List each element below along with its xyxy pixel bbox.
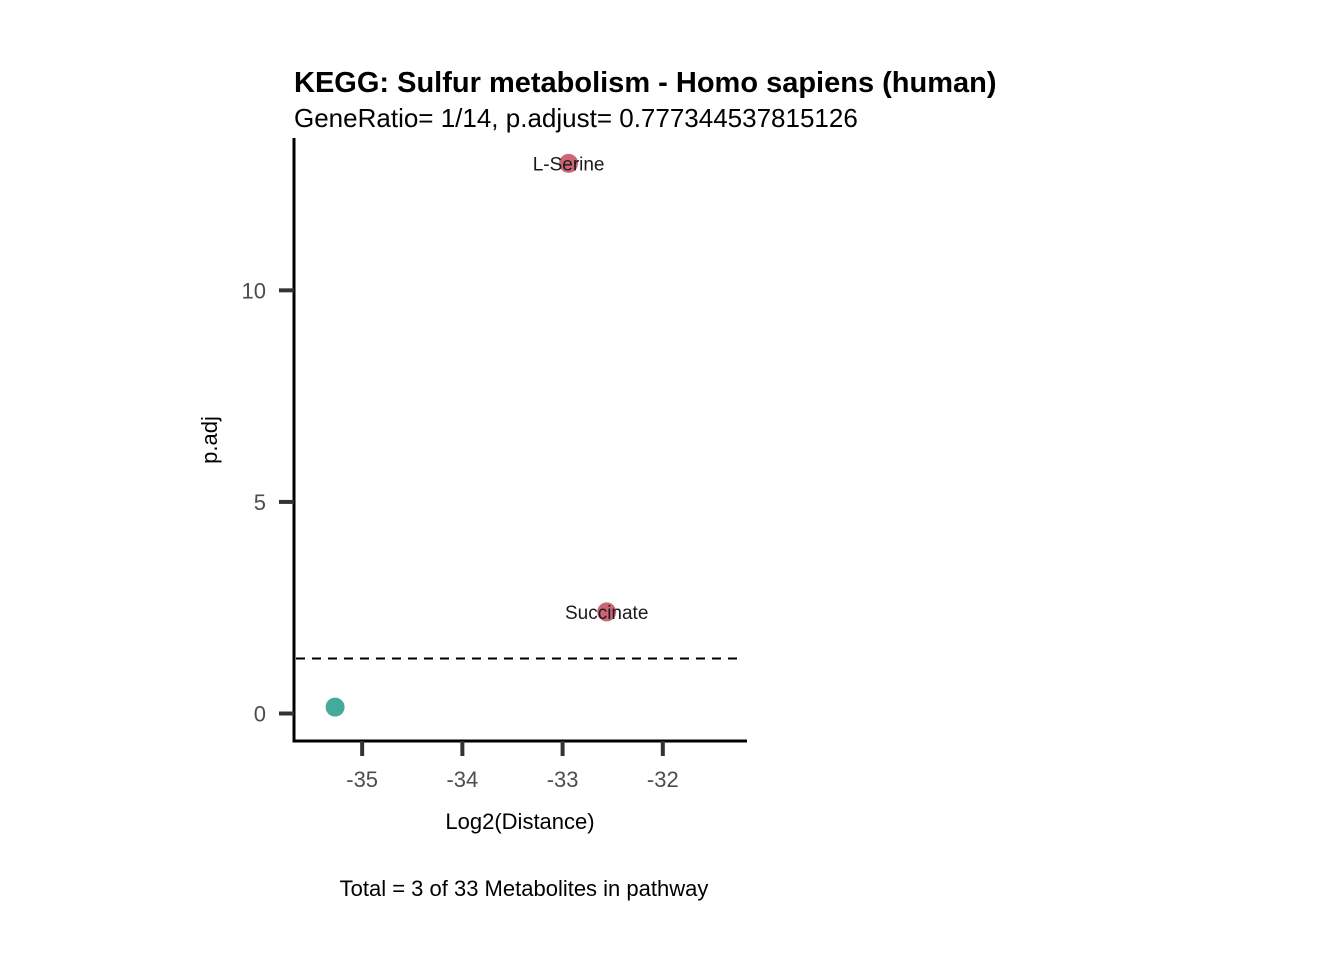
points-layer [325, 153, 617, 717]
x-tick-label: -32 [647, 767, 679, 792]
point-label: L-Serine [533, 154, 605, 175]
x-tick-label: -34 [446, 767, 478, 792]
x-tick-label: -35 [346, 767, 378, 792]
x-axis-title: Log2(Distance) [445, 809, 594, 834]
point-label: Succinate [565, 603, 648, 624]
y-tick-label: 10 [242, 278, 266, 303]
x-tick-label: -33 [547, 767, 579, 792]
data-point [597, 602, 617, 622]
data-point [559, 153, 579, 173]
chart-subtitle: GeneRatio= 1/14, p.adjust= 0.77734453781… [294, 103, 858, 133]
y-tick-label: 5 [254, 490, 266, 515]
data-point [325, 697, 345, 717]
point-labels-layer: L-Serine Succinate [533, 154, 649, 624]
y-axis-ticks: 0 5 10 [242, 278, 294, 726]
chart-caption: Total = 3 of 33 Metabolites in pathway [340, 876, 709, 901]
chart-title: KEGG: Sulfur metabolism - Homo sapiens (… [294, 67, 997, 99]
y-tick-label: 0 [254, 701, 266, 726]
x-axis-ticks: -35 -34 -33 -32 [346, 741, 679, 792]
y-axis-title: p.adj [197, 416, 222, 464]
